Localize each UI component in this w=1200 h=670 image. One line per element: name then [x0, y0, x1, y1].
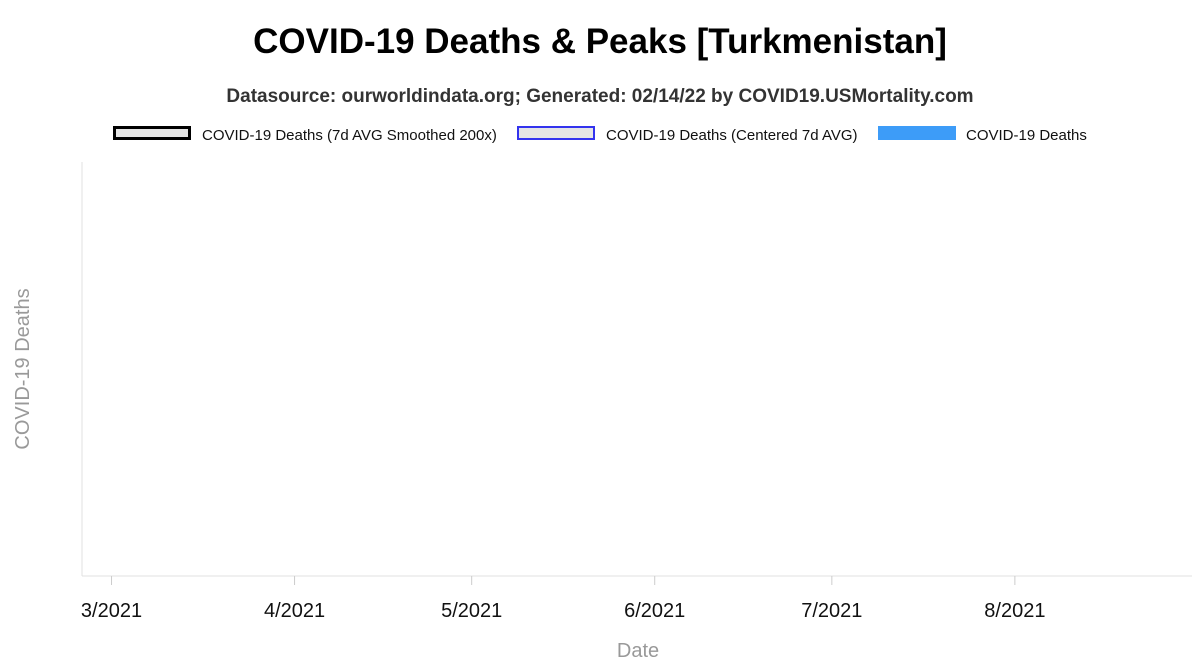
legend-label-deaths: COVID-19 Deaths — [966, 127, 1087, 144]
legend-swatch-centered-avg — [517, 126, 595, 140]
legend-label-centered-avg: COVID-19 Deaths (Centered 7d AVG) — [606, 127, 858, 144]
x-tick-label-3: 6/2021 — [624, 600, 685, 622]
chart-title: COVID-19 Deaths & Peaks [Turkmenistan] — [253, 22, 947, 61]
x-axis-label: Date — [617, 640, 659, 662]
y-axis-label: COVID-19 Deaths — [12, 288, 34, 449]
legend-item-smoothed[interactable]: COVID-19 Deaths (7d AVG Smoothed 200x) — [113, 126, 513, 144]
legend-item-centered-avg[interactable]: COVID-19 Deaths (Centered 7d AVG) — [517, 126, 867, 144]
x-axis-ticks: 3/2021 4/2021 5/2021 6/2021 7/2021 8/2021 — [81, 576, 1045, 622]
legend-item-deaths[interactable]: COVID-19 Deaths — [878, 126, 1098, 144]
legend-swatch-smoothed — [113, 126, 191, 140]
x-tick-label-5: 8/2021 — [984, 600, 1045, 622]
legend-label-smoothed: COVID-19 Deaths (7d AVG Smoothed 200x) — [202, 127, 497, 144]
x-tick-label-2: 5/2021 — [441, 600, 502, 622]
x-tick-label-0: 3/2021 — [81, 600, 142, 622]
chart-subtitle: Datasource: ourworldindata.org; Generate… — [226, 86, 974, 107]
x-tick-label-1: 4/2021 — [264, 600, 325, 622]
legend-swatch-deaths — [878, 126, 956, 140]
x-tick-label-4: 7/2021 — [801, 600, 862, 622]
